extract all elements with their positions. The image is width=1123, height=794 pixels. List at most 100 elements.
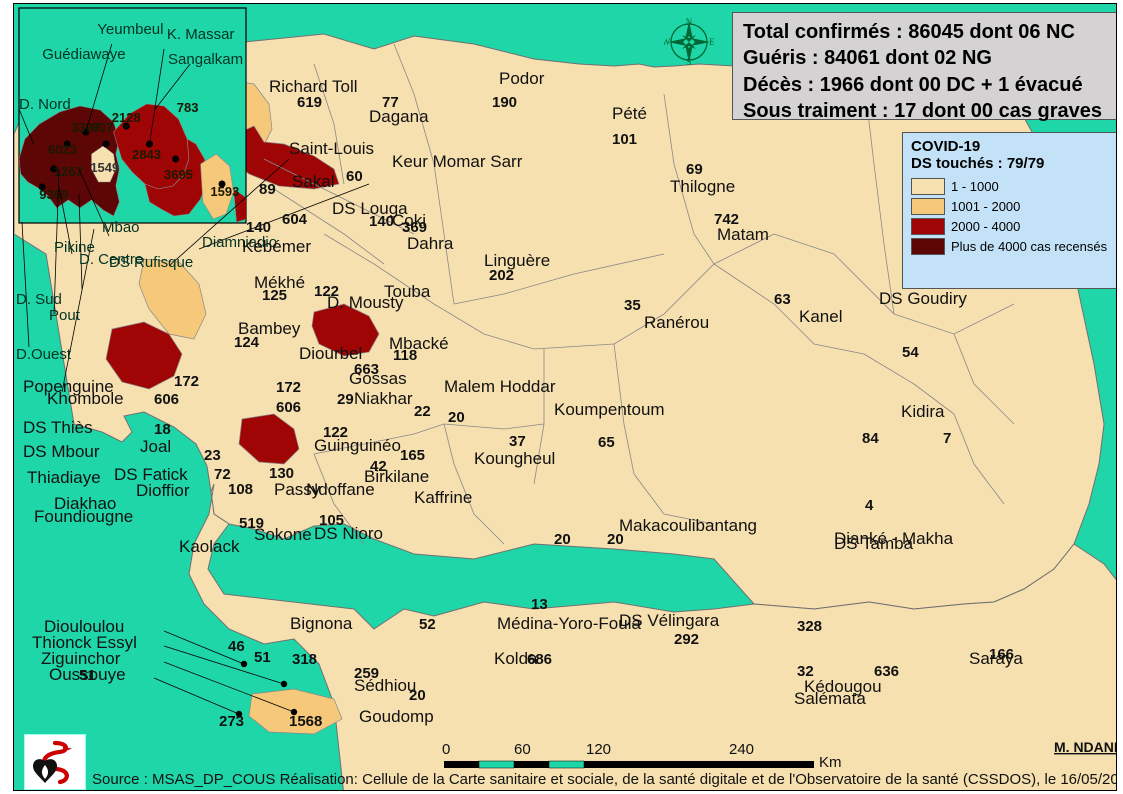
svg-text:37: 37 — [509, 433, 526, 450]
svg-text:606: 606 — [276, 399, 301, 416]
svg-text:32: 32 — [797, 663, 814, 680]
svg-text:20: 20 — [607, 531, 624, 548]
svg-text:DS Vélingara: DS Vélingara — [619, 611, 720, 630]
svg-text:W: W — [664, 37, 671, 47]
svg-text:Thilogne: Thilogne — [670, 177, 735, 196]
svg-text:20: 20 — [448, 409, 465, 426]
svg-text:259: 259 — [354, 665, 379, 682]
svg-text:Source : MSAS_DP_COUS Réalis: Source : MSAS_DP_COUS Réalisation: Cellu… — [92, 771, 1117, 788]
svg-text:89: 89 — [259, 181, 276, 198]
svg-text:6023: 6023 — [48, 142, 77, 157]
svg-text:604: 604 — [282, 211, 308, 228]
svg-text:122: 122 — [314, 283, 339, 300]
svg-text:51: 51 — [254, 649, 271, 666]
svg-text:140: 140 — [246, 219, 271, 236]
svg-text:Kaolack: Kaolack — [179, 537, 240, 556]
svg-text:20: 20 — [409, 687, 426, 704]
svg-text:1568: 1568 — [289, 713, 322, 730]
svg-text:46: 46 — [228, 638, 245, 655]
svg-text:23: 23 — [204, 447, 221, 464]
svg-text:Malem Hoddar: Malem Hoddar — [444, 377, 556, 396]
svg-text:190: 190 — [492, 94, 517, 111]
svg-text:42: 42 — [370, 458, 387, 475]
svg-text:636: 636 — [874, 663, 899, 680]
svg-text:Saint-Louis: Saint-Louis — [289, 139, 374, 158]
svg-text:663: 663 — [354, 361, 379, 378]
svg-text:DS Goudiry: DS Goudiry — [879, 289, 967, 308]
svg-text:Koungheul: Koungheul — [474, 449, 555, 468]
svg-text:Kaffrine: Kaffrine — [414, 488, 472, 507]
svg-text:Kébémer: Kébémer — [242, 237, 311, 256]
svg-text:166: 166 — [989, 646, 1014, 663]
svg-text:Niakhar: Niakhar — [354, 389, 413, 408]
svg-text:D. Centre: D. Centre — [79, 251, 143, 268]
svg-text:13: 13 — [531, 596, 548, 613]
svg-text:18: 18 — [154, 421, 171, 438]
svg-text:69: 69 — [686, 161, 703, 178]
svg-text:60: 60 — [346, 168, 363, 185]
svg-text:607: 607 — [92, 120, 114, 135]
svg-text:Foundiougne: Foundiougne — [34, 507, 133, 526]
svg-text:Ndoffane: Ndoffane — [306, 480, 375, 499]
svg-text:E: E — [709, 37, 714, 47]
svg-text:72: 72 — [214, 466, 231, 483]
svg-text:DS Thiès: DS Thiès — [23, 418, 93, 437]
svg-text:122: 122 — [323, 424, 348, 441]
svg-text:Dianké - Makha: Dianké - Makha — [834, 529, 954, 548]
svg-text:1549: 1549 — [90, 160, 119, 175]
svg-text:Sangalkam: Sangalkam — [168, 51, 243, 68]
svg-text:DS Mbour: DS Mbour — [23, 442, 100, 461]
svg-text:Diourbel: Diourbel — [299, 344, 362, 363]
svg-text:S: S — [686, 57, 691, 67]
svg-text:Km: Km — [819, 754, 842, 771]
svg-text:N: N — [686, 17, 693, 27]
svg-text:20: 20 — [554, 531, 571, 548]
svg-text:101: 101 — [612, 131, 637, 148]
svg-text:84: 84 — [862, 430, 879, 447]
svg-text:3695: 3695 — [164, 167, 193, 182]
svg-text:105: 105 — [319, 512, 344, 529]
svg-text:K. Massar: K. Massar — [167, 26, 235, 43]
svg-text:742: 742 — [714, 211, 739, 228]
svg-text:202: 202 — [489, 267, 514, 284]
svg-text:2128: 2128 — [112, 110, 141, 125]
svg-text:619: 619 — [297, 94, 322, 111]
svg-text:D.Ouest: D.Ouest — [16, 346, 72, 363]
svg-text:52: 52 — [419, 616, 436, 633]
svg-text:Dahra: Dahra — [407, 234, 454, 253]
svg-text:Keur Momar Sarr: Keur Momar Sarr — [392, 152, 523, 171]
svg-text:Mbao: Mbao — [102, 219, 140, 236]
svg-text:292: 292 — [674, 631, 699, 648]
svg-text:7: 7 — [943, 430, 951, 447]
svg-text:Joal: Joal — [140, 437, 171, 456]
svg-text:1593: 1593 — [210, 184, 239, 199]
svg-text:0: 0 — [442, 741, 450, 758]
svg-text:318: 318 — [292, 651, 317, 668]
svg-text:328: 328 — [797, 618, 822, 635]
svg-text:54: 54 — [902, 344, 919, 361]
svg-text:D. Sud: D. Sud — [16, 291, 62, 308]
svg-text:Sakal: Sakal — [292, 172, 335, 191]
svg-text:51: 51 — [79, 667, 96, 684]
svg-text:130: 130 — [269, 465, 294, 482]
svg-text:124: 124 — [234, 334, 260, 351]
svg-text:Yeumbeul: Yeumbeul — [97, 21, 163, 38]
svg-text:Ranérou: Ranérou — [644, 313, 709, 332]
svg-text:120: 120 — [586, 741, 611, 758]
svg-text:Kidira: Kidira — [901, 402, 945, 421]
svg-text:63: 63 — [774, 291, 791, 308]
svg-text:35: 35 — [624, 297, 641, 314]
svg-text:Kanel: Kanel — [799, 307, 842, 326]
svg-text:240: 240 — [729, 741, 754, 758]
svg-text:Pété: Pété — [612, 104, 647, 123]
svg-text:Guédiawaye: Guédiawaye — [42, 46, 125, 63]
svg-text:Pout: Pout — [49, 307, 81, 324]
svg-text:Salémata: Salémata — [794, 689, 866, 708]
svg-text:369: 369 — [402, 219, 427, 236]
svg-text:4: 4 — [865, 497, 874, 514]
svg-text:Bignona: Bignona — [290, 614, 353, 633]
svg-text:29: 29 — [337, 391, 354, 408]
svg-text:22: 22 — [414, 403, 431, 420]
svg-text:165: 165 — [400, 447, 425, 464]
svg-text:Makacoulibantang: Makacoulibantang — [619, 516, 757, 535]
